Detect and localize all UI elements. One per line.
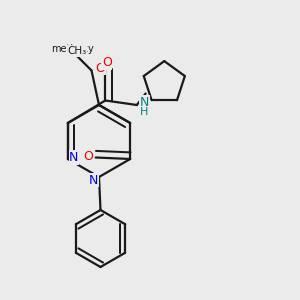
Text: O: O [83,149,93,163]
Text: methoxy: methoxy [72,48,78,49]
Text: CH₃: CH₃ [67,46,86,56]
Text: methoxy: methoxy [51,44,93,54]
Text: N: N [69,151,79,164]
Text: O: O [102,56,112,69]
Text: N: N [89,173,98,187]
Text: H: H [140,106,148,117]
Text: O: O [95,61,105,75]
Text: N: N [140,96,149,109]
